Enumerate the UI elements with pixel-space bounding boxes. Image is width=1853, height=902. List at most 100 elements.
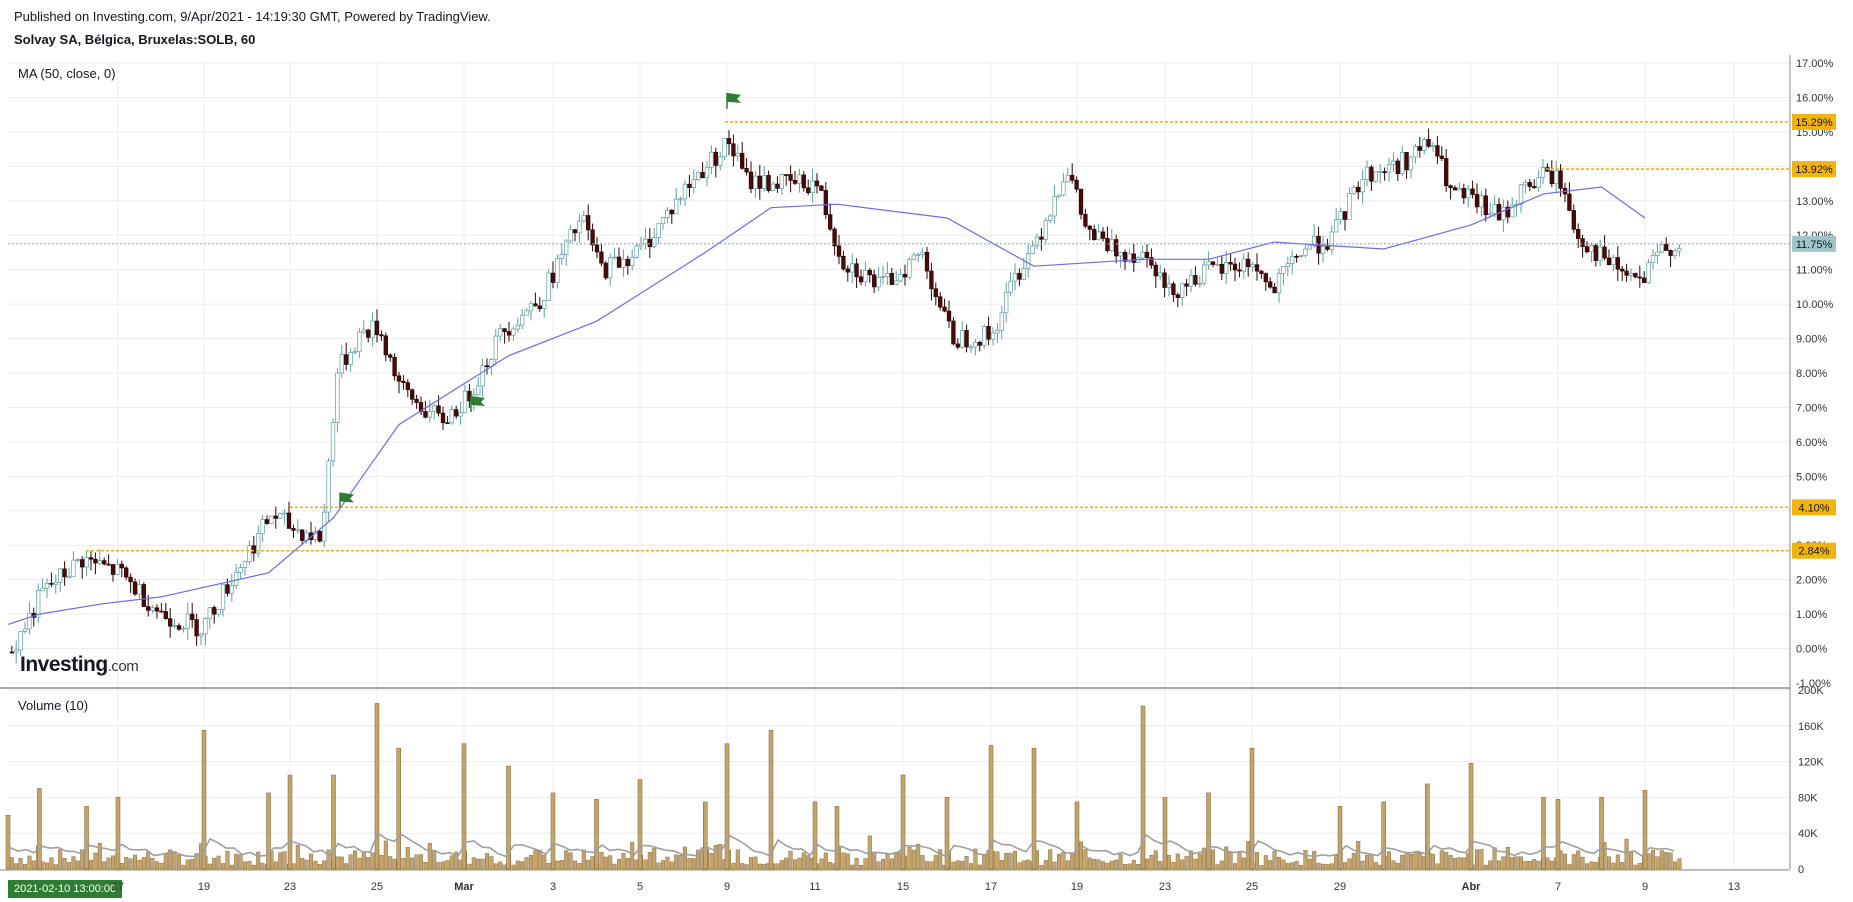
volume-bar [339,856,344,870]
time-tick-label: 29 [1334,881,1346,893]
candle [916,254,921,256]
volume-bar [762,863,767,870]
candle [524,310,529,316]
price-tick-label: 10.00% [1796,299,1834,311]
volume-bar [405,846,410,870]
candle [1162,272,1167,288]
volume-bar [71,856,76,870]
volume-bar [1219,860,1224,870]
candle [533,303,538,307]
volume-bar [441,861,446,870]
candle [18,631,23,651]
candle [1615,257,1620,270]
candle [344,354,349,365]
candle [1606,257,1612,265]
volume-bar [102,861,107,870]
candle [348,352,353,365]
candle [1087,225,1092,230]
volume-bar [419,854,424,870]
candle [612,256,617,259]
candle [594,244,600,253]
candle [93,558,98,564]
volume-spike-bar [900,774,906,870]
volume-spike-bar [1031,747,1037,870]
candle [581,215,586,222]
volume-bar [1017,862,1022,870]
volume-bar [379,854,384,870]
candle [590,229,595,246]
candle [1153,264,1158,277]
candle [493,335,498,361]
volume-bar [410,857,415,870]
candle [150,607,155,611]
candle [207,607,212,619]
candle [1228,262,1233,265]
candle [379,334,384,337]
volume-bar [1303,849,1308,870]
candle [726,138,732,145]
volume-bar [718,844,723,870]
volume-bar [1347,858,1352,870]
candle [1250,264,1255,268]
candle [1510,204,1515,218]
candle [898,273,903,282]
candle [1554,170,1559,185]
ma-indicator-label[interactable]: MA (50, close, 0) [18,66,116,81]
candle [845,268,850,273]
volume-bar [1224,846,1229,870]
volume-bar [282,851,287,870]
candle [137,584,142,595]
volume-bar [1136,863,1141,870]
volume-spike-bar [1337,806,1343,870]
candle [819,185,824,191]
candle [264,519,270,524]
volume-bar [889,858,894,870]
candle [278,513,283,519]
candle [1474,194,1480,208]
volume-bar [9,857,14,870]
volume-bar [1452,858,1457,870]
volume-bar [317,863,322,870]
volume-bar [1298,865,1303,870]
volume-indicator-label[interactable]: Volume (10) [18,698,89,713]
volume-bar [1624,838,1629,870]
candle [124,567,129,578]
candle [1642,277,1647,283]
candle [1303,248,1308,256]
time-tick-label: 15 [897,881,909,893]
candle [1325,246,1330,250]
candle [194,619,199,637]
level-badge [1792,542,1836,559]
volume-spike-bar [724,743,730,870]
candle [396,375,402,382]
volume-bar [744,864,749,870]
candle [1633,272,1638,278]
price-tick-label: 6.00% [1796,437,1827,449]
candle [718,156,723,166]
volume-bar [348,854,353,870]
candle [643,238,648,245]
volume-bar [1184,855,1189,870]
volume-bar [1620,862,1625,870]
volume-bar [911,849,916,870]
candle [1065,174,1070,183]
volume-bar [110,855,115,870]
volume-bar [1571,854,1576,870]
volume-bar [1562,853,1567,870]
volume-bar [1580,856,1585,870]
volume-bar [1202,847,1207,870]
volume-bar [1655,856,1660,870]
volume-bar [23,863,28,870]
volume-bar [1131,859,1136,870]
candle [75,559,80,561]
volume-bar [168,849,173,870]
candle [828,214,833,230]
volume-bar [88,859,93,870]
candle [198,633,204,637]
candle [854,263,859,278]
candle [938,296,943,308]
volume-bar [1395,862,1400,870]
volume-spike-bar [115,797,121,870]
candle [225,584,230,594]
